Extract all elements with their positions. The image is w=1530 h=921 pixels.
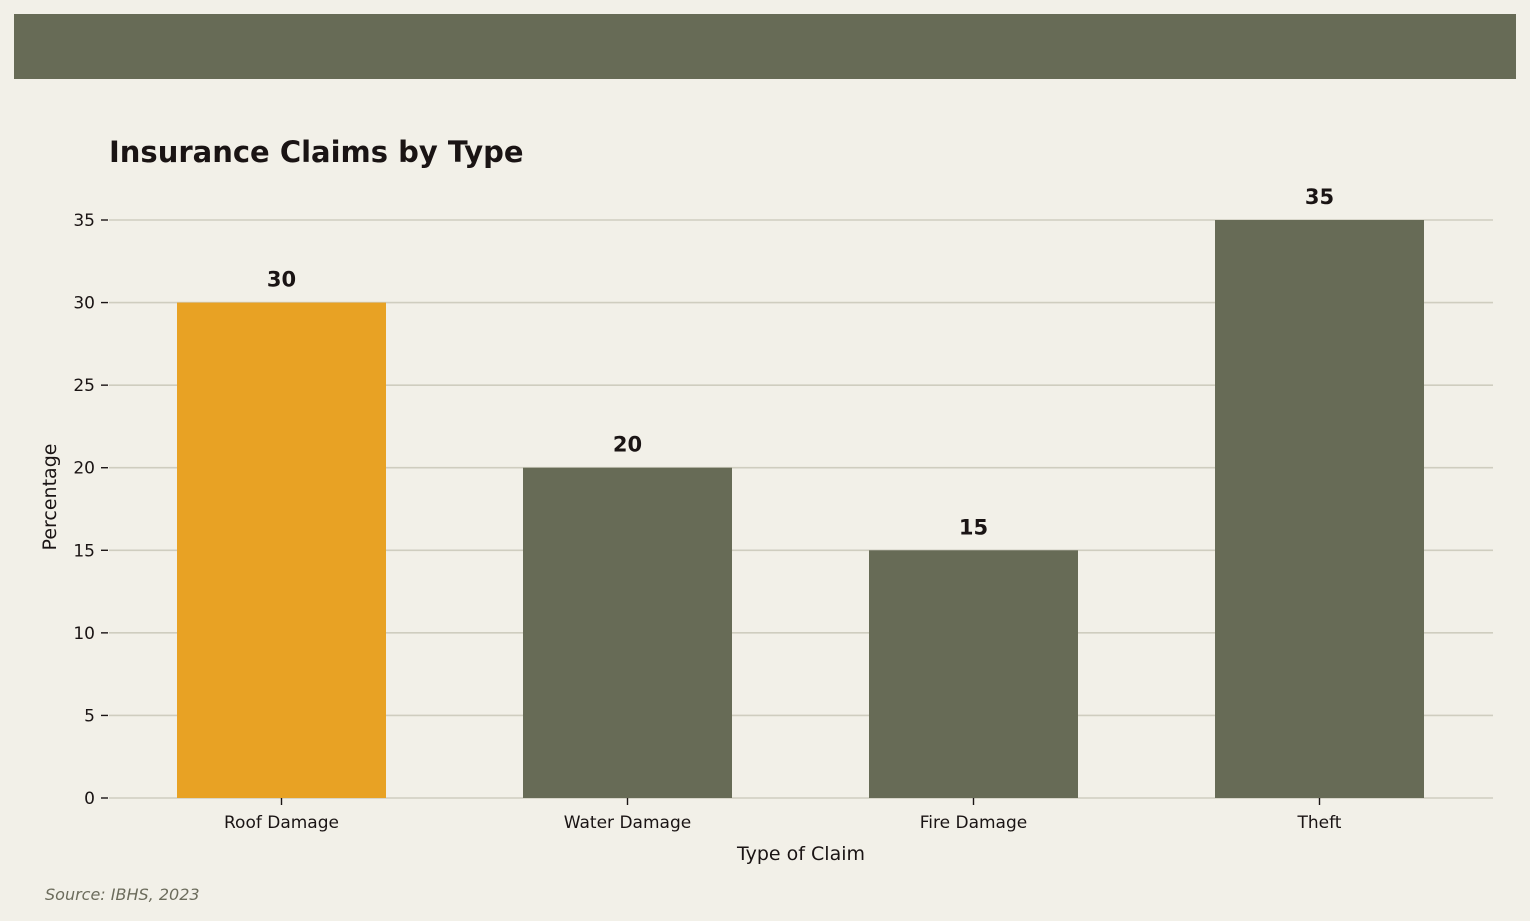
- data-label: 30: [267, 268, 296, 292]
- bar-theft: [1215, 220, 1424, 798]
- data-labels: 30 20 15 35: [267, 185, 1334, 539]
- data-label: 15: [959, 515, 988, 539]
- x-tick-label: Theft: [1297, 813, 1342, 833]
- data-label: 35: [1305, 185, 1334, 209]
- y-axis-label: Percentage: [39, 444, 61, 551]
- data-label: 20: [613, 433, 642, 457]
- y-tick-label: 10: [73, 624, 95, 644]
- y-tick-label: 30: [73, 294, 95, 314]
- x-tick-label: Fire Damage: [920, 813, 1027, 833]
- x-axis-label: Type of Claim: [736, 843, 865, 865]
- source-note: Source: IBHS, 2023: [45, 885, 200, 904]
- y-tick-label: 5: [84, 706, 95, 726]
- y-axis: 0 5 10 15 20 25 30 35: [73, 211, 108, 809]
- bars: [177, 220, 1424, 798]
- bar-roof-damage: [177, 302, 386, 798]
- chart-title: Insurance Claims by Type: [109, 135, 524, 169]
- x-tick-label: Water Damage: [564, 813, 691, 833]
- x-axis: Roof Damage Water Damage Fire Damage Theft: [224, 798, 1342, 833]
- y-tick-label: 15: [73, 541, 95, 561]
- top-banner: [14, 14, 1516, 79]
- y-tick-label: 20: [73, 459, 95, 479]
- y-tick-label: 0: [84, 789, 95, 809]
- bar-water-damage: [523, 467, 732, 798]
- bar-fire-damage: [869, 550, 1078, 798]
- y-tick-label: 25: [73, 376, 95, 396]
- y-tick-label: 35: [73, 211, 95, 231]
- x-tick-label: Roof Damage: [224, 813, 339, 833]
